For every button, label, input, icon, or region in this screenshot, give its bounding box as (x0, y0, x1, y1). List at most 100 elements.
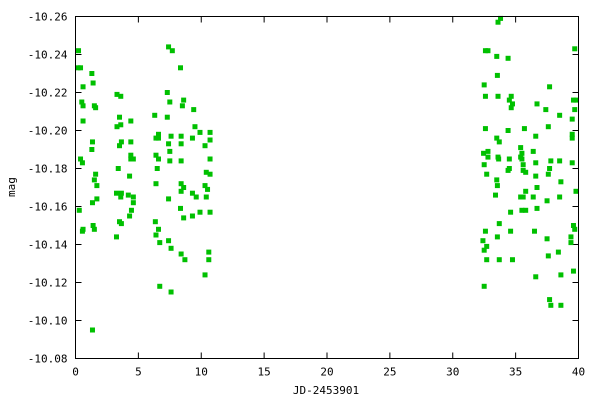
data-point (128, 139, 134, 145)
data-point (494, 234, 500, 240)
data-point (90, 223, 96, 228)
data-point (79, 99, 85, 105)
y-tick-label: -10.12 (28, 277, 68, 290)
data-point (533, 173, 539, 179)
data-point (155, 135, 161, 141)
data-point (89, 327, 95, 333)
y-tick-label: -10.24 (28, 49, 68, 62)
data-point (192, 124, 198, 130)
data-point (530, 194, 536, 200)
data-point (179, 103, 185, 109)
data-point (484, 257, 490, 263)
data-point (518, 194, 524, 200)
y-tick-label: -10.26 (28, 11, 68, 24)
y-tick-label: -10.20 (28, 125, 68, 138)
data-point (128, 207, 134, 213)
data-point (78, 65, 84, 71)
data-point (153, 135, 159, 141)
data-point (523, 169, 529, 175)
data-point (518, 145, 524, 151)
data-point (482, 48, 488, 54)
data-point (202, 183, 208, 189)
data-point (569, 160, 575, 166)
data-point (166, 238, 172, 244)
data-point (203, 169, 209, 175)
data-point (118, 194, 124, 200)
x-tick-label: 0 (72, 366, 79, 379)
data-point (481, 150, 487, 156)
data-point (505, 55, 511, 61)
data-point (485, 148, 491, 154)
data-point (154, 166, 160, 171)
data-point (572, 107, 578, 113)
y-tick-label: -10.08 (28, 353, 68, 366)
data-point (168, 133, 174, 139)
data-point (493, 192, 499, 198)
data-point (91, 226, 97, 232)
data-point (153, 152, 159, 158)
data-point (495, 19, 501, 25)
data-point (547, 84, 553, 90)
data-point (118, 93, 124, 99)
data-point (568, 240, 574, 246)
data-point (496, 257, 502, 263)
data-point (189, 135, 195, 141)
data-point (167, 148, 173, 154)
data-point (519, 150, 525, 156)
data-point (521, 126, 527, 132)
data-point (155, 156, 161, 162)
data-point (482, 93, 488, 99)
data-point (125, 192, 131, 198)
data-point (547, 166, 553, 171)
data-point (89, 200, 95, 206)
data-point (128, 152, 134, 158)
x-tick-label: 5 (135, 366, 142, 379)
data-point (127, 173, 133, 179)
data-point (76, 207, 82, 213)
data-point (167, 158, 173, 164)
y-tick-label: -10.14 (28, 239, 68, 252)
data-point (481, 247, 487, 253)
data-point (496, 156, 502, 162)
data-point (166, 141, 172, 147)
x-tick-label: 10 (195, 366, 208, 379)
data-point (508, 209, 514, 215)
data-point (207, 171, 213, 177)
data-point (545, 253, 551, 259)
data-point (117, 114, 123, 120)
data-point (202, 272, 208, 278)
data-point (89, 139, 95, 145)
data-point (207, 129, 213, 135)
data-point (178, 141, 184, 147)
data-point (496, 139, 502, 145)
data-points (75, 15, 579, 333)
x-tick-label: 25 (383, 366, 396, 379)
data-point (130, 194, 136, 200)
data-point (94, 196, 100, 202)
data-point (545, 171, 551, 177)
x-tick-label: 20 (320, 366, 333, 379)
data-point (495, 93, 501, 99)
data-point (569, 116, 575, 122)
data-point (169, 48, 175, 54)
data-point (548, 302, 554, 308)
data-point (558, 272, 564, 278)
data-point (181, 185, 187, 190)
data-point (520, 194, 526, 200)
data-point (485, 154, 491, 160)
data-point (533, 160, 539, 166)
data-point (498, 15, 504, 21)
data-point (533, 274, 539, 280)
data-point (193, 194, 199, 200)
data-point (573, 97, 579, 103)
data-point (89, 71, 95, 76)
data-point (494, 72, 500, 78)
data-point (207, 209, 213, 215)
data-point (494, 135, 500, 141)
data-point (178, 133, 184, 139)
data-point (520, 167, 526, 173)
data-point (572, 226, 578, 232)
data-point (496, 221, 502, 227)
data-point (548, 158, 554, 164)
